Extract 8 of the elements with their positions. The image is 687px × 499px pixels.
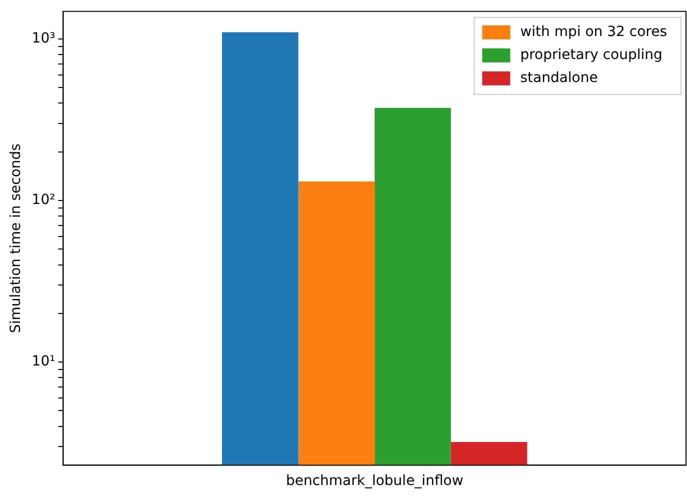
y-tick-label: 10¹ <box>32 354 56 370</box>
y-tick-label: 10² <box>32 192 56 208</box>
y-tick-label: 10³ <box>32 30 56 47</box>
x-tick-label: benchmark_lobule_inflow <box>286 473 464 490</box>
legend-label: with mpi on 32 cores <box>520 24 668 40</box>
legend-label: proprietary coupling <box>520 47 662 64</box>
y-axis-title: Simulation time in seconds <box>8 144 24 334</box>
legend-label: standalone <box>520 70 598 86</box>
